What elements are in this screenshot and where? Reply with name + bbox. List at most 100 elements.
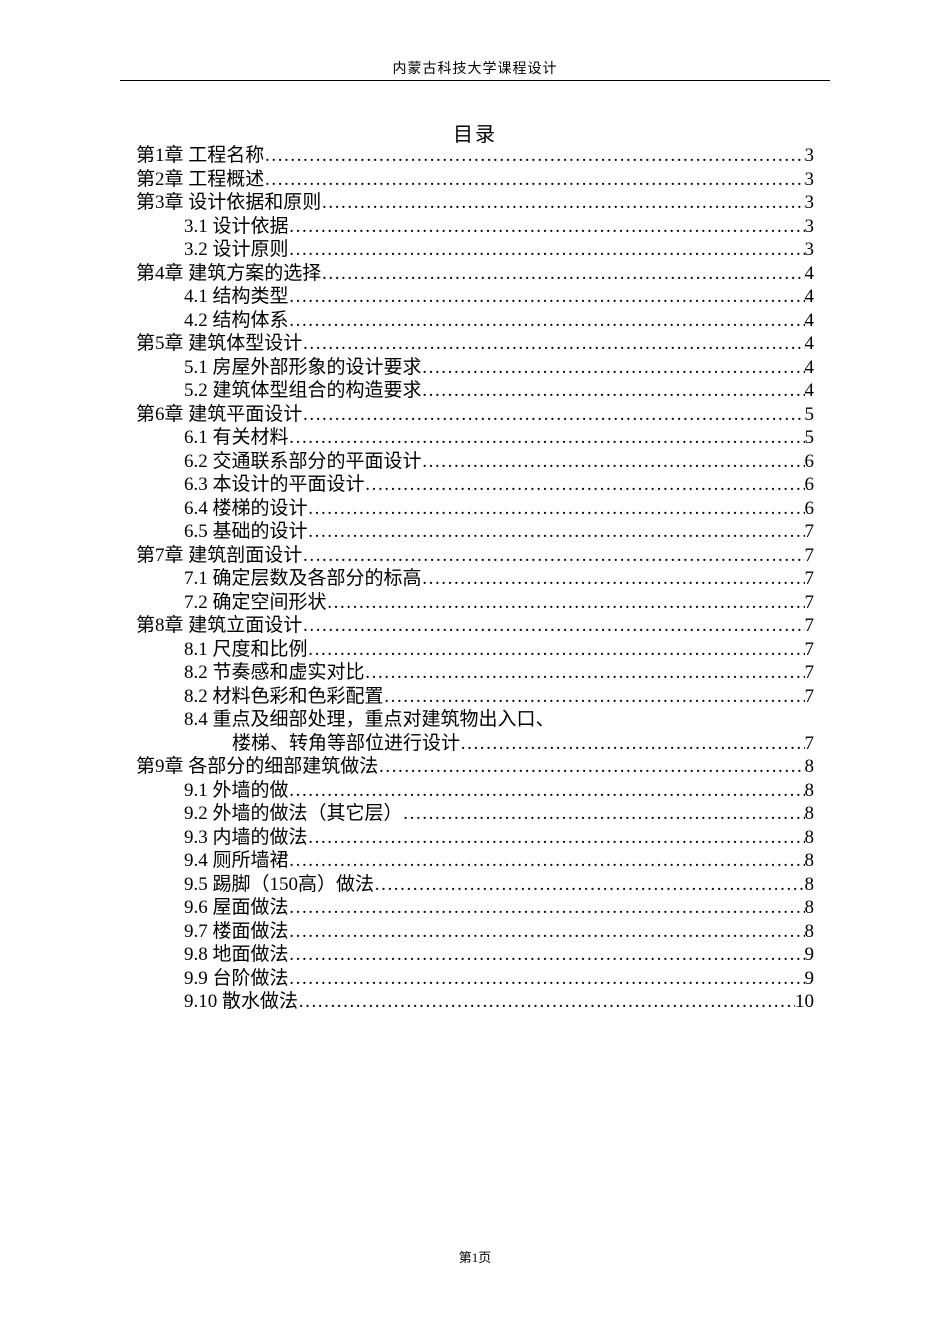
toc-entry-page: 10 [795, 990, 814, 1014]
toc-entry-page: 6 [805, 450, 815, 474]
toc-leader-dots [302, 614, 804, 638]
toc-entry-page: 4 [805, 309, 815, 333]
toc-entry: 5.2 建筑体型组合的构造要求 4 [136, 379, 814, 403]
toc-entry-label: 第3章 设计依据和原则 [136, 191, 321, 215]
toc-entry-page: 7 [805, 685, 815, 709]
toc-entry-page: 8 [805, 896, 815, 920]
toc-leader-dots [289, 943, 805, 967]
toc-entry: 4.1 结构类型 4 [136, 285, 814, 309]
toc-entry-label: 7.1 确定层数及各部分的标高 [136, 567, 422, 591]
toc-leader-dots [289, 896, 805, 920]
toc-leader-dots [321, 191, 804, 215]
toc-entry: 7.2 确定空间形状7 [136, 591, 814, 615]
toc-entry: 第1章 工程名称3 [136, 144, 814, 168]
toc-entry-page: 4 [805, 332, 815, 356]
toc-entry: 第4章 建筑方案的选择 4 [136, 262, 814, 286]
toc-entry: 6.1 有关材料 5 [136, 426, 814, 450]
toc-entry-label: 9.9 台阶做法 [136, 967, 289, 991]
toc-leader-dots [298, 990, 795, 1014]
toc-entry: 8.4 重点及细部处理，重点对建筑物出入口、 [136, 708, 814, 732]
toc-entry-page: 6 [805, 497, 815, 521]
toc-entry-label: 9.1 外墙的做 [136, 779, 289, 803]
toc-entry-label: 9.10 散水做法 [136, 990, 298, 1014]
toc-title: 目录 [0, 118, 950, 147]
toc-entry-page: 3 [805, 191, 815, 215]
toc-entry-label: 第6章 建筑平面设计 [136, 403, 302, 427]
toc-entry: 第2章 工程概述 3 [136, 168, 814, 192]
toc-entry-label: 第9章 各部分的细部建筑做法 [136, 755, 378, 779]
toc-leader-dots [302, 332, 804, 356]
toc-entry-page: 4 [805, 262, 815, 286]
toc-entry: 8.2 节奏感和虚实对比7 [136, 661, 814, 685]
toc-entry-page: 7 [805, 567, 815, 591]
toc-leader-dots [365, 473, 805, 497]
toc-leader-dots [289, 779, 805, 803]
toc-entry: 9.6 屋面做法8 [136, 896, 814, 920]
toc-entry-label: 6.1 有关材料 [136, 426, 289, 450]
toc-entry-label: 第8章 建筑立面设计 [136, 614, 302, 638]
toc-entry-page: 4 [805, 356, 815, 380]
toc-entry: 第7章 建筑剖面设计 7 [136, 544, 814, 568]
toc-entry-label: 6.2 交通联系部分的平面设计 [136, 450, 422, 474]
toc-entry-label: 6.4 楼梯的设计 [136, 497, 308, 521]
toc-entry: 第6章 建筑平面设计 5 [136, 403, 814, 427]
toc-entry: 9.8 地面做法9 [136, 943, 814, 967]
toc-entry-page: 3 [805, 168, 815, 192]
toc-entry-label: 3.2 设计原则 [136, 238, 289, 262]
toc-entry-page: 3 [805, 144, 815, 168]
toc-leader-dots [289, 215, 805, 239]
toc-entry: 第8章 建筑立面设计 7 [136, 614, 814, 638]
toc-entry: 6.5 基础的设计 7 [136, 520, 814, 544]
toc-leader-dots [289, 967, 805, 991]
toc-entry: 楼梯、转角等部位进行设计 7 [136, 732, 814, 756]
toc-leader-dots [289, 426, 805, 450]
toc-entry-label: 9.3 内墙的做法 [136, 826, 308, 850]
toc-entry-page: 9 [805, 943, 815, 967]
toc-entry-label: 8.4 重点及细部处理，重点对建筑物出入口、 [136, 708, 555, 732]
toc-entry-label: 楼梯、转角等部位进行设计 [232, 732, 460, 756]
toc-entry-label: 第2章 工程概述 [136, 168, 264, 192]
toc-leader-dots [308, 826, 805, 850]
toc-entry: 6.4 楼梯的设计 6 [136, 497, 814, 521]
toc-entry-page: 3 [805, 215, 815, 239]
toc-entry: 9.1 外墙的做 8 [136, 779, 814, 803]
toc-entry-label: 5.1 房屋外部形象的设计要求 [136, 356, 422, 380]
toc-leader-dots [308, 520, 805, 544]
toc-leader-dots [384, 685, 805, 709]
toc-entry-page: 7 [805, 661, 815, 685]
toc-entry-label: 8.2 材料色彩和色彩配置 [136, 685, 384, 709]
toc-entry-page: 7 [805, 544, 815, 568]
toc-entry-page: 8 [805, 920, 815, 944]
toc-leader-dots [403, 802, 805, 826]
header-divider [120, 80, 830, 81]
toc-entry: 3.2 设计原则 3 [136, 238, 814, 262]
toc-entry: 第3章 设计依据和原则 3 [136, 191, 814, 215]
toc-entry-page: 8 [805, 755, 815, 779]
toc-entry: 9.4 厕所墙裙8 [136, 849, 814, 873]
toc-entry-label: 9.2 外墙的做法（其它层） [136, 802, 403, 826]
toc-entry-label: 第7章 建筑剖面设计 [136, 544, 302, 568]
toc-leader-dots [365, 661, 805, 685]
toc-entry-page: 7 [805, 732, 815, 756]
toc-entry: 9.5 踢脚（150高）做法 8 [136, 873, 814, 897]
toc-leader-dots [460, 732, 804, 756]
toc-entry-page: 6 [805, 473, 815, 497]
toc-leader-dots [308, 497, 805, 521]
toc-leader-dots [302, 403, 804, 427]
toc-entry-page: 8 [805, 873, 815, 897]
toc-entry: 5.1 房屋外部形象的设计要求 4 [136, 356, 814, 380]
toc-entry-page: 4 [805, 379, 815, 403]
toc-leader-dots [289, 920, 805, 944]
toc-leader-dots [289, 309, 805, 333]
toc-leader-dots [289, 849, 805, 873]
toc-entry: 3.1 设计依据 3 [136, 215, 814, 239]
toc-leader-dots [422, 567, 805, 591]
toc-entry: 第5章 建筑体型设计4 [136, 332, 814, 356]
toc-leader-dots [422, 450, 805, 474]
toc-entry-page: 7 [805, 520, 815, 544]
toc-entry-page: 8 [805, 826, 815, 850]
toc-entry-page: 7 [805, 614, 815, 638]
toc-entry-label: 8.1 尺度和比例 [136, 638, 308, 662]
toc-entry-label: 第4章 建筑方案的选择 [136, 262, 321, 286]
toc-entry-page: 5 [805, 403, 815, 427]
